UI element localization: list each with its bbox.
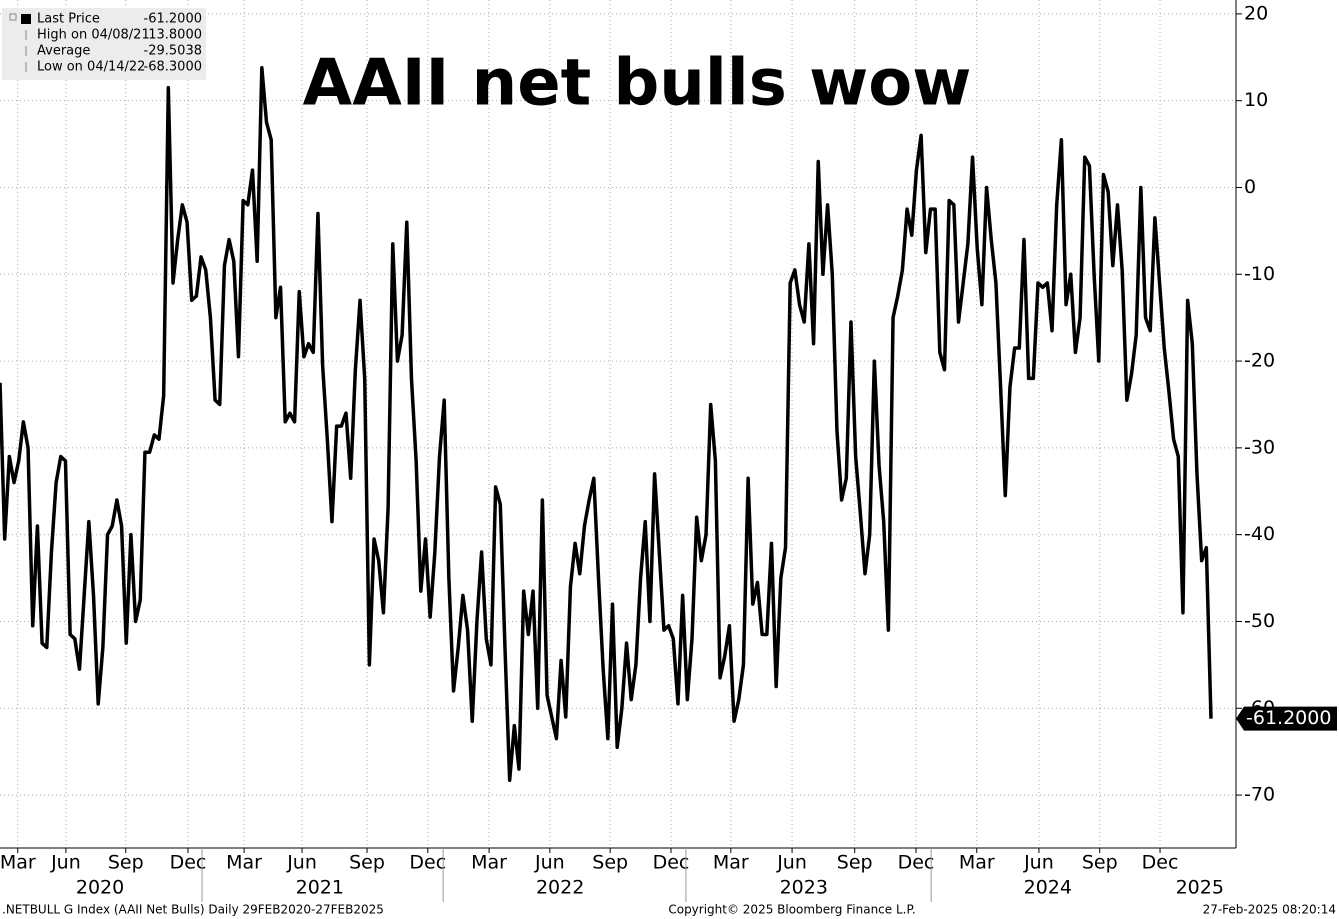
chart-title: AAII net bulls wow [303, 47, 972, 121]
x-tick-label: Mar [713, 852, 749, 874]
year-label: 2022 [536, 877, 584, 899]
year-label: 2024 [1024, 877, 1072, 899]
x-tick-label: Mar [471, 852, 507, 874]
x-tick-label: Sep [1082, 852, 1118, 874]
last-value-tag [1236, 706, 1337, 731]
y-tick-label: -20 [1244, 350, 1275, 372]
legend-label: High on 04/08/21 [37, 28, 150, 43]
y-tick-label: 10 [1244, 89, 1268, 111]
x-tick-label: Dec [170, 852, 207, 874]
y-tick-label: 0 [1244, 176, 1256, 198]
x-tick-label: Sep [349, 852, 385, 874]
legend-value: -68.3000 [144, 60, 202, 75]
x-tick-label: Dec [1142, 852, 1179, 874]
y-tick-label: -50 [1244, 610, 1275, 632]
x-tick-label: Mar [226, 852, 262, 874]
y-tick-label: 20 [1244, 2, 1268, 24]
legend-toggle [9, 13, 17, 21]
x-tick-label: Sep [592, 852, 628, 874]
last-value-label: -61.2000 [1246, 707, 1331, 729]
footer-copyright: Copyright© 2025 Bloomberg Finance L.P. [668, 903, 915, 917]
x-tick-label: Mar [959, 852, 995, 874]
x-tick-label: Dec [653, 852, 690, 874]
y-tick-label: -70 [1244, 784, 1275, 806]
legend-value: 13.8000 [148, 28, 202, 43]
legend-box [2, 8, 206, 80]
footer-source: .NETBULL G Index (AAII Net Bulls) Daily … [2, 903, 384, 917]
year-label: 2023 [780, 877, 828, 899]
year-label: 2020 [76, 877, 124, 899]
y-tick-label: -10 [1244, 263, 1275, 285]
legend-icon [21, 14, 31, 24]
price-line [0, 65, 1213, 783]
y-tick-label: -40 [1244, 523, 1275, 545]
x-tick-label: Jun [50, 852, 81, 874]
x-tick-label: Sep [837, 852, 873, 874]
year-label: 2021 [296, 877, 344, 899]
x-tick-label: Dec [898, 852, 935, 874]
x-tick-label: Jun [1023, 852, 1054, 874]
legend-value: -61.2000 [144, 12, 202, 27]
x-tick-label: Mar [0, 852, 36, 874]
x-tick-label: Sep [108, 852, 144, 874]
footer-timestamp: 27-Feb-2025 08:20:14 [1203, 903, 1336, 917]
y-tick-label: -30 [1244, 436, 1275, 458]
legend-label: Last Price [37, 12, 100, 27]
x-tick-label: Dec [409, 852, 446, 874]
year-label: 2025 [1176, 877, 1224, 899]
x-tick-label: Jun [776, 852, 807, 874]
legend-label: Low on 04/14/22 [37, 60, 145, 75]
legend-value: -29.5038 [144, 44, 202, 59]
x-tick-label: Jun [286, 852, 317, 874]
legend-label: Average [37, 44, 90, 59]
x-tick-label: Jun [534, 852, 565, 874]
